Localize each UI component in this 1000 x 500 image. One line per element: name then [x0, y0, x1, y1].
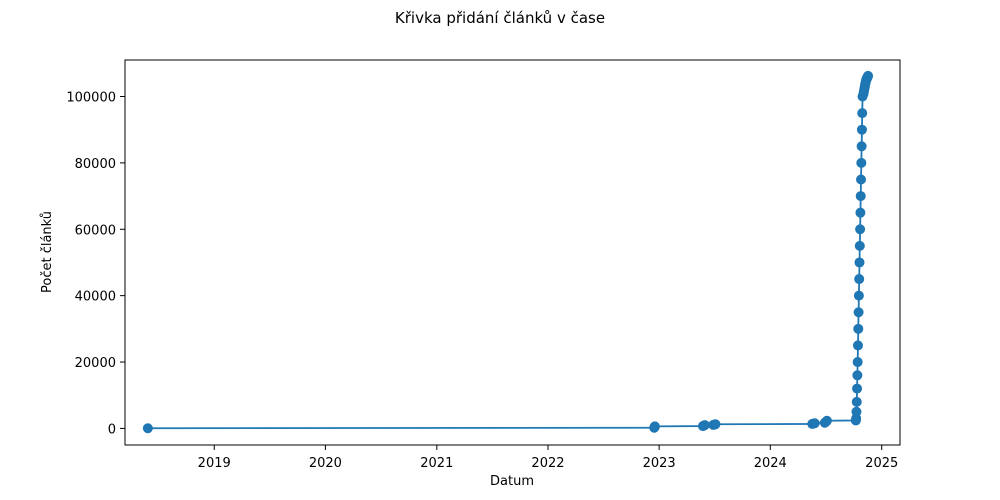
plot-area — [142, 70, 874, 434]
plot-frame — [124, 59, 901, 446]
chart-title: Křivka přidání článků v čase — [395, 9, 605, 27]
data-point — [857, 108, 868, 119]
data-point — [856, 174, 867, 185]
data-point — [710, 419, 721, 430]
data-point — [852, 383, 863, 394]
y-axis: 0 20000 40000 60000 80000 100000 — [66, 91, 125, 437]
data-point — [853, 307, 864, 318]
data-point — [854, 274, 865, 285]
data-point — [809, 418, 820, 429]
series-line-0 — [147, 75, 869, 430]
data-point — [863, 70, 874, 81]
data-point — [142, 423, 153, 434]
data-point — [855, 191, 866, 202]
data-point — [856, 157, 867, 168]
data-point — [852, 340, 863, 351]
data-point — [856, 124, 867, 135]
data-point — [856, 141, 867, 152]
data-point — [851, 396, 862, 407]
x-tick-label: 2021 — [420, 456, 453, 471]
data-point — [851, 406, 862, 417]
x-tick-label: 2019 — [198, 456, 231, 471]
data-point — [649, 421, 660, 432]
y-axis-label: Počet článků — [40, 211, 55, 293]
y-tick-label: 80000 — [75, 157, 116, 172]
x-tick-label: 2022 — [531, 456, 564, 471]
y-tick-label: 20000 — [75, 356, 116, 371]
data-point — [854, 257, 865, 268]
x-tick-label: 2025 — [865, 456, 898, 471]
x-tick-label: 2020 — [309, 456, 342, 471]
data-point — [821, 415, 832, 426]
data-point — [853, 323, 864, 334]
y-tick-label: 100000 — [66, 91, 116, 106]
x-tick-label: 2024 — [754, 456, 787, 471]
y-tick-label: 40000 — [75, 290, 116, 305]
data-point — [855, 224, 866, 235]
y-tick-label: 60000 — [75, 223, 116, 238]
data-point — [853, 290, 864, 301]
x-axis-label: Datum — [490, 474, 534, 489]
data-point — [854, 240, 865, 251]
data-point — [852, 357, 863, 368]
data-point — [699, 420, 710, 431]
data-point — [852, 370, 863, 381]
x-axis: 2019 2020 2021 2022 2023 2024 2025 — [198, 445, 898, 471]
x-tick-label: 2023 — [643, 456, 676, 471]
y-tick-label: 0 — [108, 422, 116, 437]
data-point — [855, 207, 866, 218]
